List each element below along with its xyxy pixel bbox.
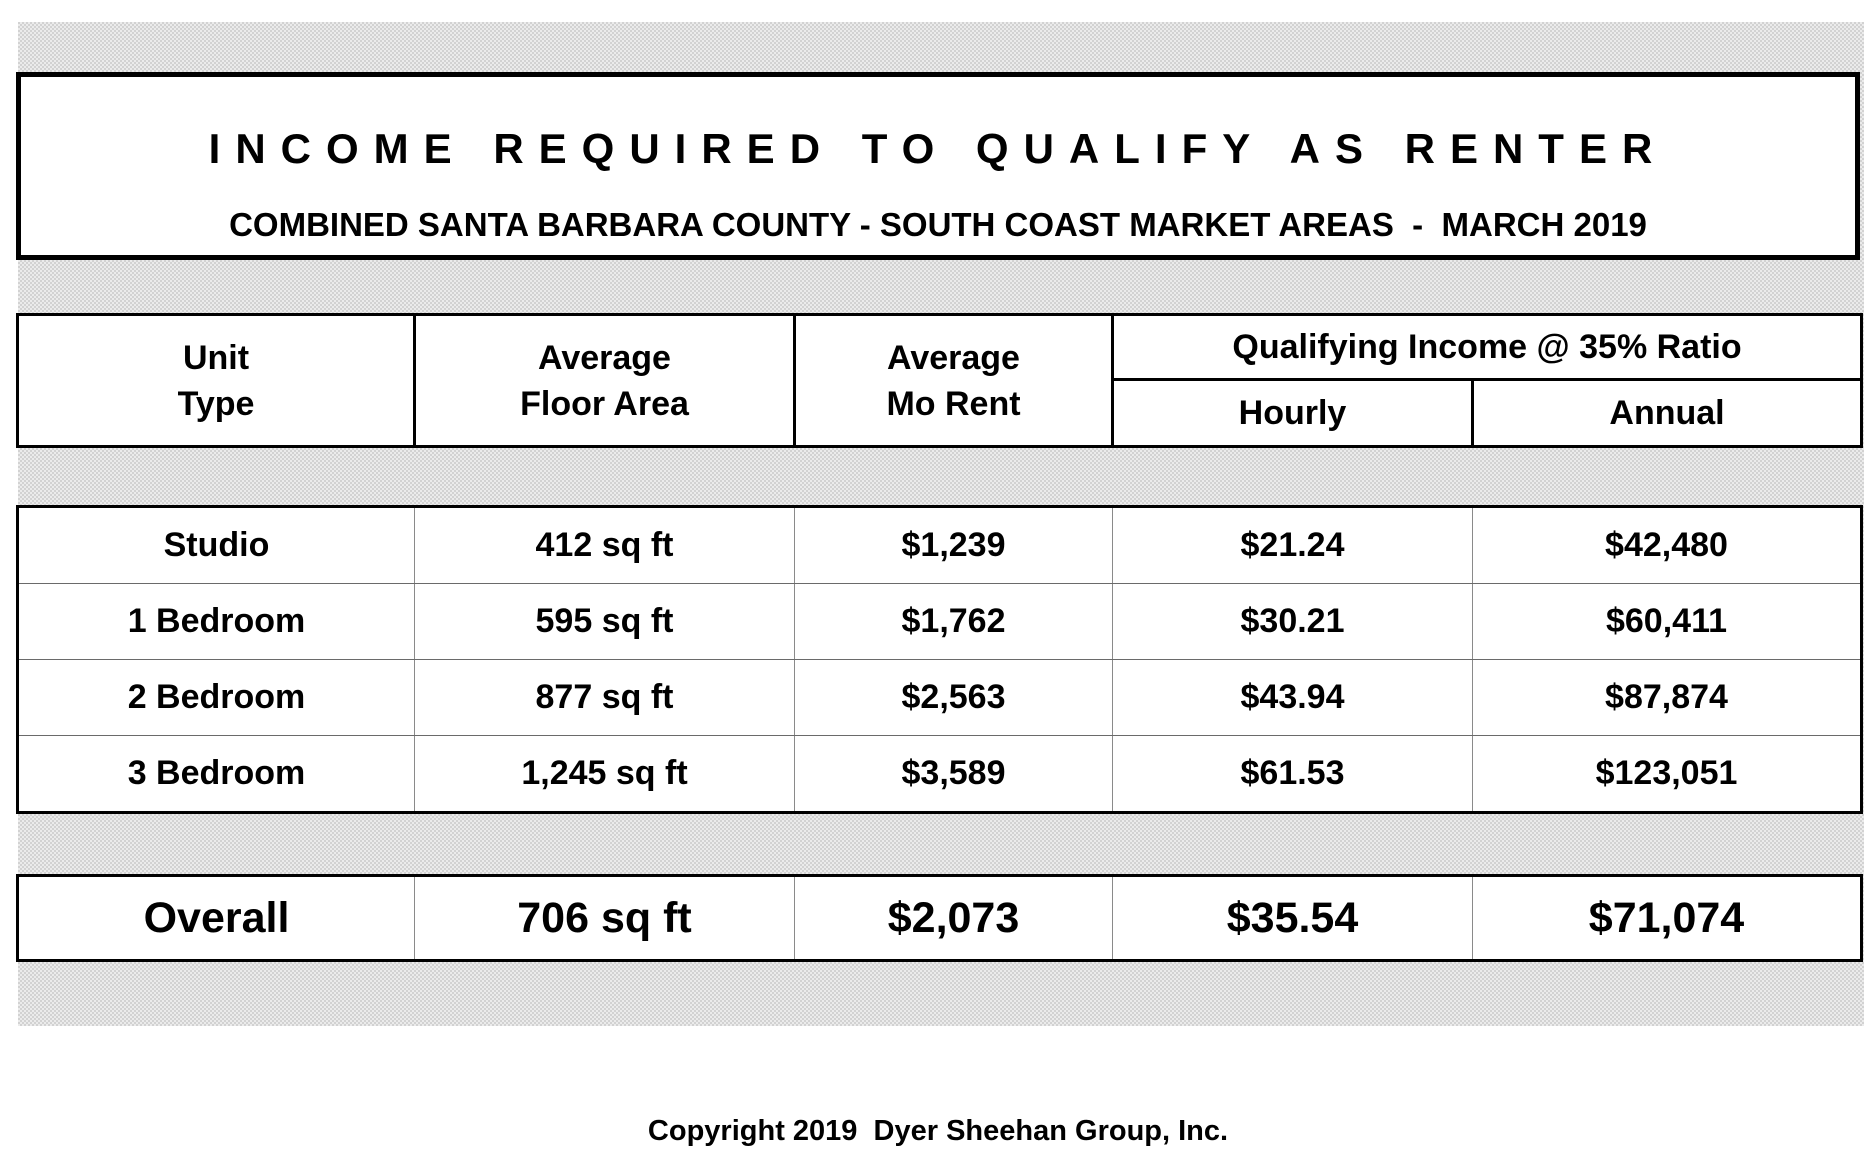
column-header-table: Unit Type Average Floor Area Average Mo …: [16, 313, 1864, 448]
annual-cell: $123,051: [1472, 735, 1862, 813]
floor-area-cell: 1,245 sq ft: [414, 735, 795, 813]
header-floor-area: Average Floor Area: [413, 313, 796, 448]
mo-rent-cell: $1,762: [794, 583, 1113, 660]
floor-area-cell: 595 sq ft: [414, 583, 795, 660]
hourly-cell: $21.24: [1112, 506, 1473, 584]
mo-rent-cell: $1,239: [794, 506, 1113, 584]
copyright-notice: Copyright 2019 Dyer Sheehan Group, Inc.: [647, 1115, 1229, 1147]
overall-row: Overall 706 sq ft $2,073 $35.54 $71,074: [17, 875, 1862, 961]
unit-data-table: Studio 412 sq ft $1,239 $21.24 $42,480 1…: [16, 505, 1863, 814]
header-floor-area-line1: Average: [538, 338, 671, 377]
annual-cell: $60,411: [1472, 583, 1862, 660]
header-mo-rent-line1: Average: [887, 338, 1020, 377]
overall-hourly: $35.54: [1112, 875, 1473, 961]
unit-type-cell: 2 Bedroom: [17, 659, 415, 736]
page-title: INCOME REQUIRED TO QUALIFY AS RENTER: [208, 125, 1668, 172]
overall-annual: $71,074: [1472, 875, 1862, 961]
title-box: INCOME REQUIRED TO QUALIFY AS RENTER COM…: [16, 72, 1860, 260]
table-row: 2 Bedroom 877 sq ft $2,563 $43.94 $87,87…: [17, 659, 1862, 736]
mo-rent-cell: $3,589: [794, 735, 1113, 813]
header-qualifying-income: Qualifying Income @ 35% Ratio: [1110, 313, 1864, 381]
hourly-cell: $61.53: [1112, 735, 1473, 813]
floor-area-cell: 877 sq ft: [414, 659, 795, 736]
overall-label: Overall: [17, 875, 415, 961]
floor-area-cell: 412 sq ft: [414, 506, 795, 584]
table-row: 1 Bedroom 595 sq ft $1,762 $30.21 $60,41…: [17, 583, 1862, 660]
mo-rent-cell: $2,563: [794, 659, 1113, 736]
header-floor-area-line2: Floor Area: [520, 384, 689, 423]
header-unit-type-line2: Type: [177, 384, 255, 423]
header-annual: Annual: [1470, 378, 1864, 448]
overall-floor-area: 706 sq ft: [414, 875, 795, 961]
header-unit-type: Unit Type: [16, 313, 416, 448]
header-mo-rent-line2: Mo Rent: [886, 384, 1021, 423]
header-mo-rent: Average Mo Rent: [793, 313, 1114, 448]
annual-cell: $42,480: [1472, 506, 1862, 584]
unit-type-cell: Studio: [17, 506, 415, 584]
annual-cell: $87,874: [1472, 659, 1862, 736]
unit-type-cell: 3 Bedroom: [17, 735, 415, 813]
overall-mo-rent: $2,073: [794, 875, 1113, 961]
header-unit-type-line1: Unit: [182, 338, 250, 377]
overall-summary-table: Overall 706 sq ft $2,073 $35.54 $71,074: [16, 874, 1863, 962]
hourly-cell: $43.94: [1112, 659, 1473, 736]
table-row: Studio 412 sq ft $1,239 $21.24 $42,480: [17, 506, 1862, 584]
table-row: 3 Bedroom 1,245 sq ft $3,589 $61.53 $123…: [17, 735, 1862, 813]
header-hourly: Hourly: [1111, 378, 1474, 448]
unit-type-cell: 1 Bedroom: [17, 583, 415, 660]
hourly-cell: $30.21: [1112, 583, 1473, 660]
page-subtitle: COMBINED SANTA BARBARA COUNTY - SOUTH CO…: [229, 206, 1647, 243]
